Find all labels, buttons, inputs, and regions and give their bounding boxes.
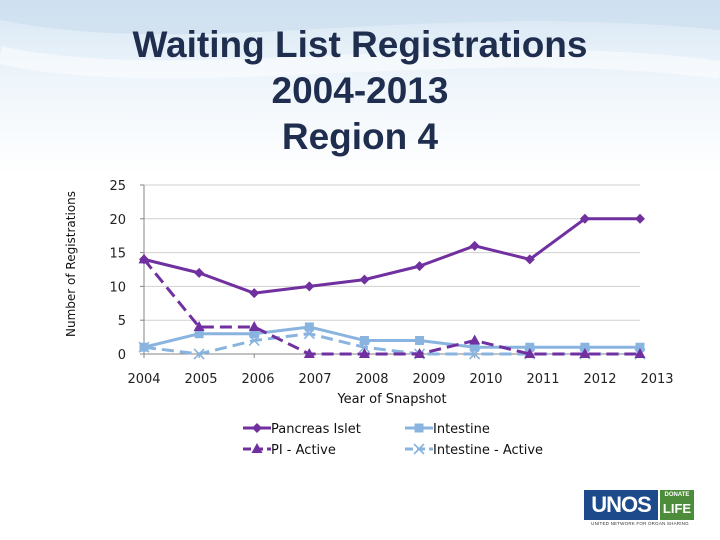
legend-item: Intestine - Active (405, 443, 543, 458)
x-tick-label: 2010 (469, 372, 502, 387)
x-tick-labels: 2004 2005 2006 2007 2008 2009 2010 2011 2012 2013 (127, 372, 673, 387)
data-point (193, 320, 205, 331)
legend-label: Intestine - Active (433, 443, 543, 458)
y-tick-label: 5 (118, 314, 126, 329)
data-point (579, 348, 591, 358)
data-point (304, 281, 315, 292)
x-tick-label: 2005 (184, 372, 217, 387)
data-point (470, 342, 480, 352)
x-tick-label: 2011 (526, 372, 559, 387)
x-axis-label: Year of Snapshot (336, 392, 446, 407)
header-background (0, 0, 720, 175)
data-point (303, 348, 315, 358)
y-tick-label: 0 (118, 348, 126, 363)
data-point (194, 267, 205, 278)
data-point (248, 320, 260, 331)
data-point (194, 329, 204, 339)
series-intestine (139, 322, 645, 352)
data-point (359, 335, 369, 345)
y-tick-label: 15 (109, 247, 126, 262)
x-tick-label: 2012 (583, 372, 616, 387)
data-point (413, 443, 425, 455)
title-line-3: Region 4 (281, 116, 439, 157)
series-line (142, 258, 640, 356)
legend-label: Pancreas Islet (271, 422, 361, 437)
data-point (524, 254, 535, 265)
data-point (469, 240, 480, 251)
data-point (415, 335, 425, 345)
legend: Pancreas Islet Intestine PI - Active Intest… (243, 422, 543, 458)
data-point (139, 342, 149, 352)
legend-item: Intestine (405, 422, 490, 437)
data-point (414, 348, 426, 358)
data-point (414, 261, 425, 272)
series (138, 213, 646, 360)
unos-logo: UNOS DONATE LIFE UNITED NETWORK FOR ORGA… (584, 490, 696, 528)
data-point (359, 274, 370, 285)
slide-title: Waiting List Registrations 2004-2013 Reg… (60, 22, 660, 160)
y-axis-label: Number of Registrations (64, 191, 78, 337)
series-line (143, 332, 640, 356)
data-point (635, 342, 645, 352)
logo-wordmark: UNOS (584, 490, 658, 520)
series-line (143, 325, 640, 349)
data-point (139, 254, 149, 265)
data-point (579, 213, 590, 224)
x-tick-label: 2004 (127, 372, 160, 387)
data-point (252, 423, 262, 433)
data-point (304, 322, 314, 332)
series-line (143, 217, 640, 295)
legend-item: PI - Active (243, 443, 336, 458)
data-point (249, 288, 260, 299)
x-tick-label: 2013 (640, 372, 673, 387)
axes (143, 185, 640, 355)
y-tick-label: 10 (109, 280, 126, 295)
title-line-1: Waiting List Registrations (132, 24, 588, 65)
data-point (358, 348, 370, 358)
logo-badge-top: DONATE (664, 492, 690, 498)
y-tick-label: 25 (109, 179, 126, 194)
y-tick-label: 20 (109, 213, 126, 228)
x-tick-label: 2007 (298, 372, 331, 387)
data-point (635, 213, 645, 224)
legend-label: Intestine (433, 422, 490, 437)
data-point (414, 423, 424, 433)
series-pi-active (138, 253, 646, 358)
logo-donate-life-badge: DONATE LIFE (660, 490, 694, 520)
legend-item: Pancreas Islet (243, 422, 361, 437)
data-point (249, 329, 259, 339)
data-point (193, 348, 205, 360)
data-point (251, 443, 263, 453)
title-line-2: 2004-2013 (271, 70, 449, 111)
data-point (524, 348, 536, 358)
data-point (580, 342, 590, 352)
data-point (469, 334, 481, 345)
x-tick-label: 2006 (241, 372, 274, 387)
grid-lines (140, 184, 641, 358)
series-pancreas-islet (139, 213, 645, 299)
x-tick-label: 2008 (355, 372, 388, 387)
x-tick-label: 2009 (412, 372, 445, 387)
logo-badge-bottom: LIFE (662, 501, 692, 516)
data-point (634, 348, 646, 358)
legend-label: PI - Active (271, 443, 336, 458)
y-tick-labels: 0 5 10 15 20 25 (109, 179, 126, 363)
data-point (525, 342, 535, 352)
logo-subtitle: UNITED NETWORK FOR ORGAN SHARING (591, 521, 689, 526)
